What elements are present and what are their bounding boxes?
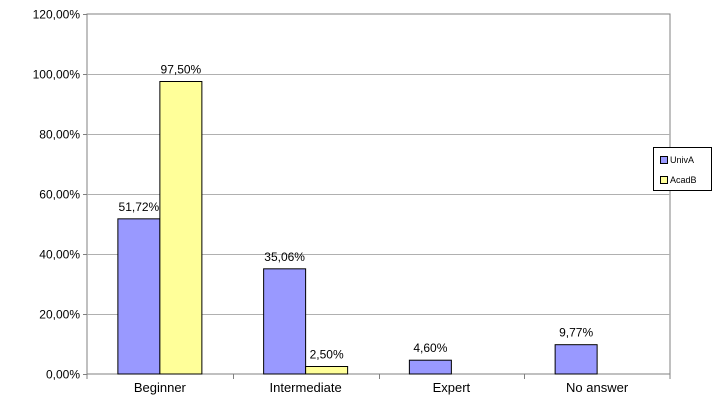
chart-legend: UnivA AcadB [653,147,712,191]
x-tick-label: No answer [566,380,629,395]
data-label-univa: 51,72% [119,200,160,214]
y-tick-label: 120,00% [33,8,81,22]
y-tick-label: 100,00% [33,68,81,82]
x-tick-label: Beginner [134,380,187,395]
legend-label-univa: UnivA [670,155,695,165]
legend-swatch-univa [660,156,668,164]
bar-acadb [305,366,349,375]
y-tick-label: 0,00% [46,368,80,382]
data-label-acadb: 2,50% [310,348,344,362]
bar-univa [263,268,307,375]
y-tick-label: 40,00% [39,248,80,262]
legend-swatch-acadb [660,176,668,184]
legend-item-univa: UnivA [660,154,694,166]
data-label-univa: 9,77% [559,326,593,340]
data-label-univa: 4,60% [413,341,447,355]
y-tick-label: 20,00% [39,308,80,322]
legend-item-acadb: AcadB [660,174,697,186]
bar-univa [117,218,161,375]
data-label-acadb: 97,50% [161,63,202,77]
y-tick-label: 60,00% [39,188,80,202]
bar-acadb [159,81,203,375]
x-tick-label: Expert [433,380,471,395]
x-tick-label: Intermediate [269,380,341,395]
data-label-univa: 35,06% [264,250,305,264]
bar-univa [408,359,452,375]
legend-label-acadb: AcadB [670,175,697,185]
y-tick-label: 80,00% [39,128,80,142]
bar-univa [554,344,598,375]
